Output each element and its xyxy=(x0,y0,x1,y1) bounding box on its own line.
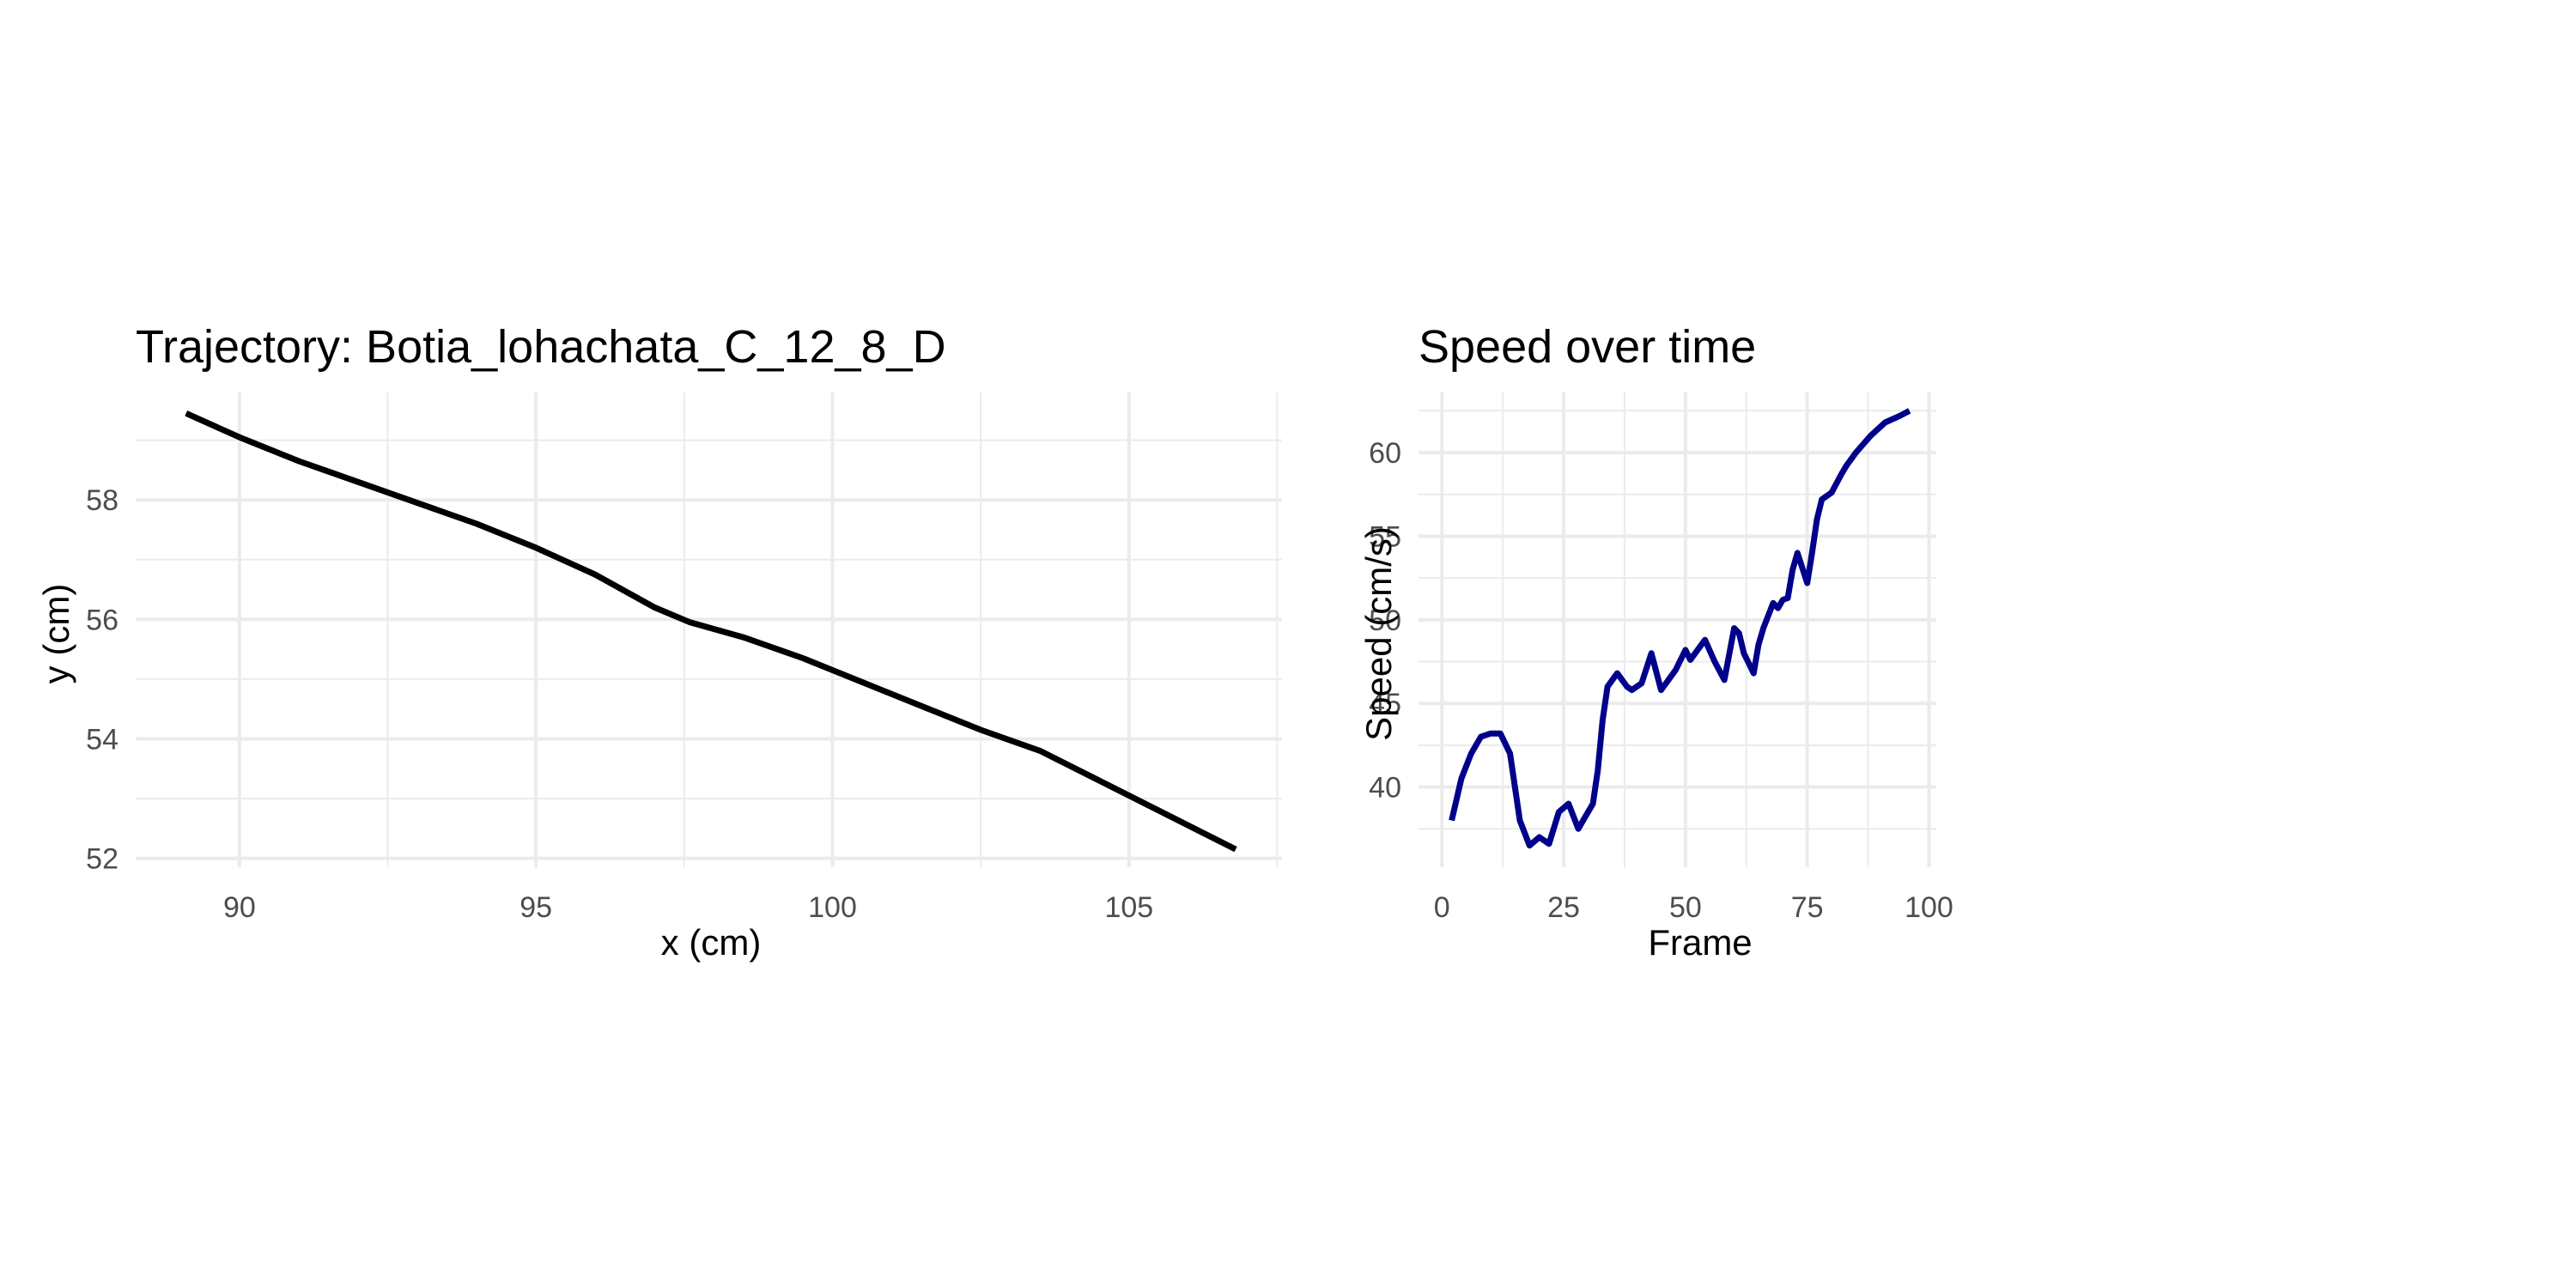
speed-series-line xyxy=(1449,408,1911,849)
trajectory-x-tick-label: 90 xyxy=(223,891,256,924)
speed-x-tick-label: 0 xyxy=(1434,891,1450,924)
speed-x-ticks: 0 25 50 75 100 xyxy=(1434,891,1953,924)
trajectory-series xyxy=(185,410,1237,853)
trajectory-series-line xyxy=(185,410,1237,853)
speed-grid xyxy=(1419,392,1936,867)
trajectory-x-ticks: 90 95 100 105 xyxy=(223,891,1153,924)
speed-y-tick-label: 40 xyxy=(1369,772,1401,805)
speed-title: Speed over time xyxy=(1419,321,1756,373)
trajectory-x-tick-label: 100 xyxy=(808,891,857,924)
speed-y-tick-label: 50 xyxy=(1369,605,1401,637)
trajectory-y-tick-label: 58 xyxy=(86,484,118,517)
speed-x-tick-label: 50 xyxy=(1669,891,1702,924)
speed-y-tick-label: 45 xyxy=(1369,688,1401,720)
speed-y-tick-label: 55 xyxy=(1369,520,1401,553)
trajectory-y-tick-label: 52 xyxy=(86,843,118,876)
trajectory-panel: Trajectory: Botia_lohachata_C_12_8_D 525… xyxy=(36,321,1282,963)
trajectory-y-tick-label: 54 xyxy=(86,723,118,756)
speed-x-axis-title: Frame xyxy=(1648,922,1752,963)
trajectory-x-tick-label: 95 xyxy=(519,891,552,924)
speed-y-axis-title: Speed (cm/s) xyxy=(1358,526,1399,741)
trajectory-grid xyxy=(136,392,1282,867)
trajectory-y-axis-title: y (cm) xyxy=(36,584,76,684)
speed-series xyxy=(1449,408,1911,849)
speed-y-ticks: 40 45 50 55 60 xyxy=(1369,437,1401,804)
trajectory-x-tick-label: 105 xyxy=(1104,891,1153,924)
speed-x-tick-label: 25 xyxy=(1547,891,1580,924)
trajectory-y-tick-label: 56 xyxy=(86,604,118,636)
speed-panel: Speed over time 40 45 50 55 60 0 25 50 75 100 Fr… xyxy=(1358,321,1953,963)
speed-x-tick-label: 100 xyxy=(1905,891,1953,924)
speed-y-tick-label: 60 xyxy=(1369,437,1401,470)
trajectory-y-ticks: 52 54 56 58 xyxy=(86,484,118,875)
speed-x-tick-label: 75 xyxy=(1791,891,1824,924)
trajectory-title: Trajectory: Botia_lohachata_C_12_8_D xyxy=(136,321,946,373)
trajectory-x-axis-title: x (cm) xyxy=(661,922,762,963)
